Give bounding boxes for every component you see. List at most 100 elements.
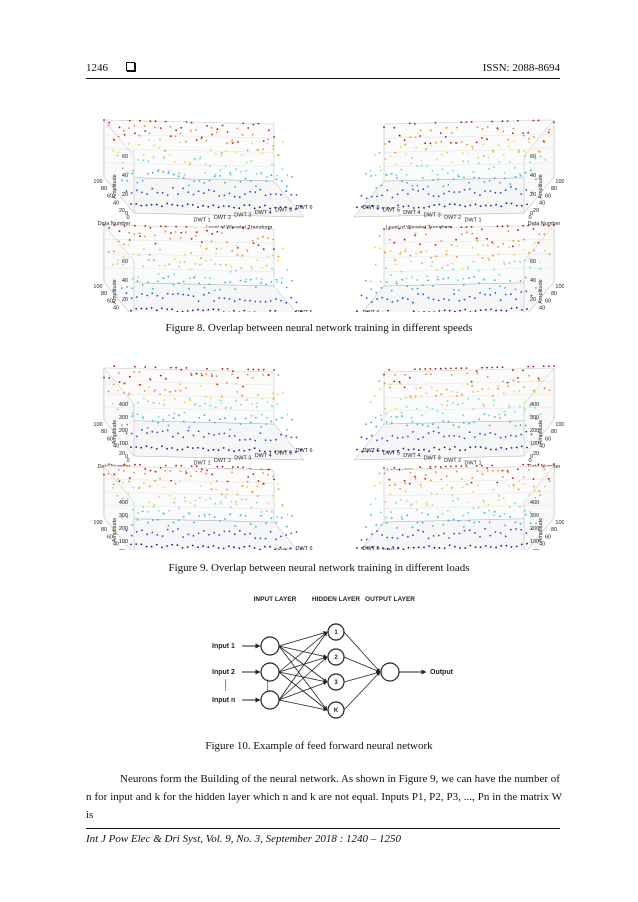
data-point [215,252,217,255]
data-point [238,449,241,451]
data-point [400,412,403,414]
data-point [193,421,195,424]
data-point [489,432,492,434]
data-point [414,234,416,237]
data-point [488,179,491,182]
data-point [159,477,161,480]
data-point [216,128,219,131]
data-point [274,548,277,550]
data-point [474,310,477,312]
data-point [464,449,467,451]
data-point [469,311,472,312]
data-point [277,374,280,377]
data-point [204,396,207,398]
level-tick-label: DWT 2 [214,215,231,221]
data-point [399,487,401,490]
data-point [118,230,121,233]
data-point [443,192,445,195]
data-point [517,380,520,383]
data-point [497,252,500,255]
data-point [499,181,501,184]
data-point [468,529,471,532]
data-tick-label: 100 [555,179,564,185]
data-point [539,155,542,158]
data-point [426,279,429,282]
data-point [207,205,210,208]
data-point [203,414,206,417]
data-point [523,150,526,153]
data-point [447,277,450,279]
data-point [488,424,491,427]
data-point [417,529,420,532]
hidden-node-3-label: 3 [334,680,338,686]
data-point [466,501,469,504]
data-point [262,374,264,376]
data-point [425,392,428,395]
input-n-label: Input n [212,697,235,704]
data-point [396,282,398,285]
data-point [404,373,407,376]
data-point [164,464,167,467]
data-point [374,416,377,419]
data-point [515,188,517,190]
data-point [378,380,381,382]
data-point [134,224,136,227]
data-point [381,296,383,299]
data-point [226,131,229,133]
data-point [233,533,236,536]
data-point [151,292,154,295]
data-point [421,262,423,265]
data-point [174,231,177,233]
data-point [229,506,232,508]
data-point [152,156,155,158]
data-point [148,377,151,380]
data-point [510,447,513,449]
data-point [374,485,376,487]
data-point [238,529,241,532]
data-point [447,420,450,423]
data-point [458,191,461,193]
data-tick-label: 20 [533,208,539,214]
data-point [230,265,233,268]
data-point [257,495,259,497]
data-point [164,120,167,123]
data-point [121,424,123,427]
data-point [206,367,208,370]
data-point [206,469,208,472]
data-point [270,174,273,177]
data-point [426,425,429,427]
data-point [246,480,249,483]
data-tick-label: 0 [126,458,129,464]
data-point [236,493,239,496]
data-point [144,130,147,132]
data-point [142,506,145,508]
data-point [112,263,114,266]
data-point [141,417,144,419]
data-point [436,173,439,176]
data-point [121,497,124,500]
input-layer-title: INPUT LAYER [254,596,297,603]
data-point [400,168,403,171]
data-point [432,298,435,301]
data-point [487,257,490,260]
data-point [446,400,449,403]
data-point [398,380,401,383]
data-point [390,274,392,277]
data-point [166,545,168,547]
data-point [452,288,455,291]
data-point [401,517,403,520]
data-point [459,547,461,549]
data-point [370,301,373,303]
data-point [448,537,450,539]
data-point [202,529,205,532]
data-point [280,535,282,538]
data-point [275,418,278,421]
data-point [158,402,161,405]
data-point [190,374,193,376]
data-point [225,493,228,496]
data-point [261,397,264,400]
data-point [290,296,293,299]
data-point [548,128,551,131]
data-point [532,478,535,480]
